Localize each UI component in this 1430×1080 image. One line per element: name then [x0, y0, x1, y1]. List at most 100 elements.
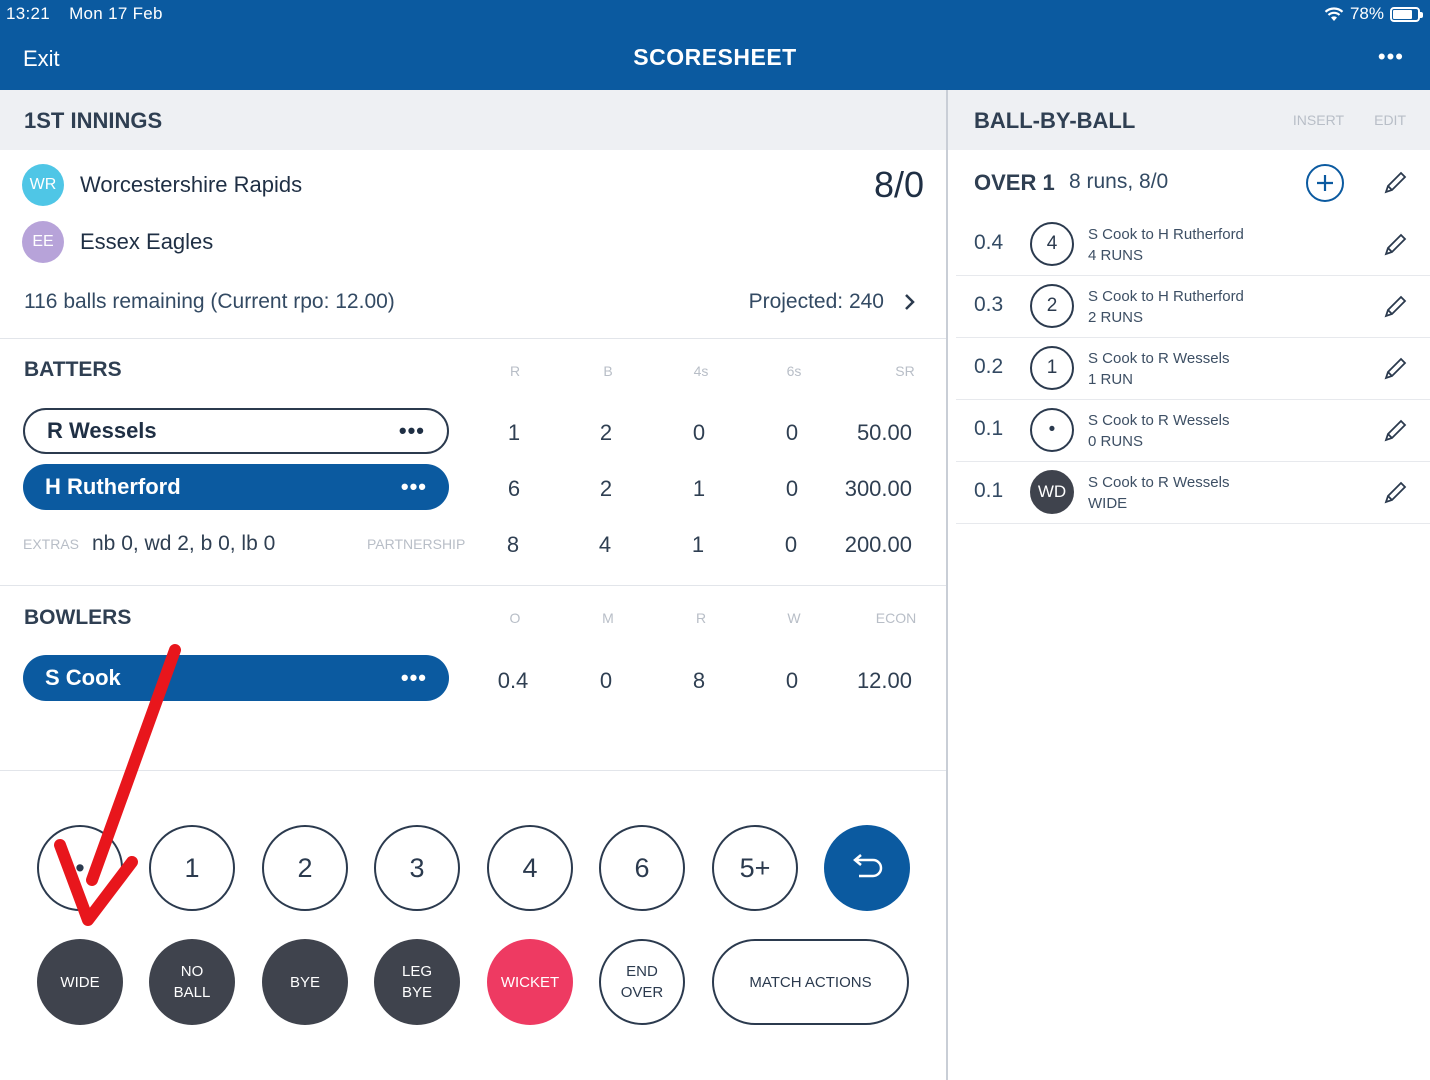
ball-number: 0.2: [974, 355, 1004, 378]
undo-button[interactable]: [824, 825, 910, 911]
edit-ball-pencil-icon[interactable]: [1382, 480, 1408, 506]
two-runs-button[interactable]: 2: [262, 825, 348, 911]
three-runs-button[interactable]: 3: [374, 825, 460, 911]
batter-sixes: 0: [785, 420, 799, 445]
ball-delivery: S Cook to H Rutherford: [1088, 288, 1244, 305]
over-label: OVER 1: [974, 170, 1055, 195]
ball-delivery: S Cook to R Wessels: [1088, 474, 1230, 491]
ball-delivery: S Cook to R Wessels: [1088, 350, 1230, 367]
batter-strike-rate: 50.00: [856, 420, 912, 445]
partnership-strike-rate: 200.00: [844, 532, 912, 557]
edit-ball-pencil-icon[interactable]: [1382, 232, 1408, 258]
wicket-button[interactable]: WICKET: [487, 939, 573, 1025]
batter-runs: 1: [507, 420, 521, 445]
col-head-r: R: [695, 610, 707, 626]
scoresheet-panel: 1ST INNINGS WR Worcestershire Rapids 8/0…: [0, 90, 946, 1080]
one-run-button[interactable]: 1: [149, 825, 235, 911]
batter-more-icon[interactable]: •••: [398, 418, 425, 443]
four-runs-button[interactable]: 4: [487, 825, 573, 911]
more-options-button[interactable]: •••: [1377, 44, 1404, 69]
status-bar-left: 13:21 Mon 17 Feb: [6, 4, 177, 24]
ball-row[interactable]: 0.2 1 S Cook to R Wessels 1 RUN: [956, 338, 1430, 400]
exit-button[interactable]: Exit: [23, 46, 60, 71]
bowler-wickets: 0: [785, 668, 799, 693]
col-head-b: B: [603, 363, 613, 379]
batter-fours: 0: [692, 420, 706, 445]
battery-icon: [1390, 6, 1423, 22]
divider: [0, 770, 946, 771]
extras-value: nb 0, wd 2, b 0, lb 0: [92, 532, 276, 555]
ball-outcome: WIDE: [1088, 495, 1128, 512]
batter-strike-rate: 300.00: [844, 476, 912, 501]
extras-label: EXTRAS: [23, 536, 80, 552]
projected-score: Projected: 240: [748, 290, 884, 313]
ball-row[interactable]: 0.4 4 S Cook to H Rutherford 4 RUNS: [956, 214, 1430, 276]
projected-score-link[interactable]: Projected: 240: [749, 290, 916, 314]
col-head-m: M: [602, 610, 614, 626]
team-row-batting: WR Worcestershire Rapids: [22, 164, 302, 206]
team-row-bowling: EE Essex Eagles: [22, 221, 213, 263]
col-head-o: O: [509, 610, 521, 626]
status-date: Mon 17 Feb: [69, 4, 163, 23]
ball-row[interactable]: 0.1 • S Cook to R Wessels 0 RUNS: [956, 400, 1430, 462]
bye-button[interactable]: BYE: [262, 939, 348, 1025]
bowler-more-icon[interactable]: •••: [400, 665, 427, 690]
ball-badge: 4: [1030, 222, 1074, 266]
match-actions-button[interactable]: MATCH ACTIONS: [712, 939, 909, 1025]
bowler-name: S Cook: [45, 665, 121, 690]
innings-header: 1ST INNINGS: [0, 90, 946, 150]
add-ball-button[interactable]: [1306, 164, 1344, 202]
leg-bye-button[interactable]: LEG BYE: [374, 939, 460, 1025]
partnership-runs: 8: [506, 532, 520, 557]
batter-pill-h-rutherford[interactable]: H Rutherford •••: [23, 464, 449, 510]
ball-delivery: S Cook to H Rutherford: [1088, 226, 1244, 243]
edit-ball-pencil-icon[interactable]: [1382, 418, 1408, 444]
ball-badge: •: [1030, 408, 1074, 452]
chevron-right-icon: [905, 294, 915, 310]
innings-title: 1ST INNINGS: [24, 108, 163, 133]
ball-outcome: 1 RUN: [1088, 371, 1134, 388]
partnership-balls: 4: [598, 532, 612, 557]
edit-over-pencil-icon[interactable]: [1382, 170, 1408, 196]
bowler-pill-s-cook[interactable]: S Cook •••: [23, 655, 449, 701]
partnership-label: PARTNERSHIP: [367, 536, 466, 552]
ball-delivery: S Cook to R Wessels: [1088, 412, 1230, 429]
status-time: 13:21: [6, 4, 51, 23]
partnership-fours: 1: [691, 532, 705, 557]
no-ball-button[interactable]: NO BALL: [149, 939, 235, 1025]
col-head-4s: 4s: [693, 363, 709, 379]
panel-divider: [946, 90, 948, 1080]
battery-percent: 78%: [1349, 4, 1384, 23]
insert-button[interactable]: INSERT: [1292, 112, 1344, 128]
ball-number: 0.1: [974, 417, 1004, 440]
plus-icon: [1317, 175, 1333, 191]
ball-by-ball-panel: BALL-BY-BALL INSERT EDIT OVER 1 8 runs, …: [948, 90, 1430, 1080]
ball-description: S Cook to H Rutherford 2 RUNS: [1088, 286, 1244, 328]
batter-pill-r-wessels[interactable]: R Wessels •••: [23, 408, 449, 454]
edit-ball-pencil-icon[interactable]: [1382, 356, 1408, 382]
ball-row[interactable]: 0.3 2 S Cook to H Rutherford 2 RUNS: [956, 276, 1430, 338]
six-runs-button[interactable]: 6: [599, 825, 685, 911]
bowler-maidens: 0: [599, 668, 613, 693]
ball-outcome: 4 RUNS: [1088, 247, 1144, 264]
bowler-overs: 0.4: [497, 668, 529, 693]
status-bar-right: 78%: [1324, 4, 1423, 24]
edit-button[interactable]: EDIT: [1374, 112, 1406, 128]
bowler-economy: 12.00: [856, 668, 912, 693]
edit-ball-pencil-icon[interactable]: [1382, 294, 1408, 320]
five-plus-button[interactable]: 5+: [712, 825, 798, 911]
team-name-bowling: Essex Eagles: [80, 229, 214, 254]
ball-badge: WD: [1030, 470, 1074, 514]
ball-row[interactable]: 0.1 WD S Cook to R Wessels WIDE: [956, 462, 1430, 524]
dot-ball-button[interactable]: •: [37, 825, 123, 911]
batter-more-icon[interactable]: •••: [400, 474, 427, 499]
wide-button[interactable]: WIDE: [37, 939, 123, 1025]
ball-number: 0.3: [974, 293, 1004, 316]
bowler-runs: 8: [692, 668, 706, 693]
ball-number: 0.1: [974, 479, 1004, 502]
no-ball-label: NO BALL: [173, 963, 211, 1001]
end-over-button[interactable]: END OVER: [599, 939, 685, 1025]
ball-by-ball-header: BALL-BY-BALL INSERT EDIT: [948, 90, 1430, 150]
batter-fours: 1: [692, 476, 706, 501]
page-title: SCORESHEET: [633, 44, 797, 70]
